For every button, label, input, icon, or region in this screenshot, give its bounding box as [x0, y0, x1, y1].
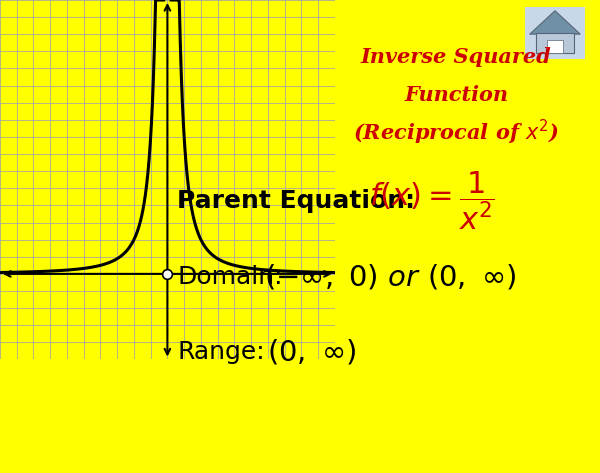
- Text: $f(x) = \dfrac{1}{x^2}$: $f(x) = \dfrac{1}{x^2}$: [369, 170, 495, 232]
- Bar: [547, 40, 563, 53]
- Text: Range:: Range:: [177, 341, 265, 364]
- Text: Domain:: Domain:: [177, 265, 283, 289]
- Polygon shape: [530, 11, 580, 34]
- Text: $(-\infty,\ 0)\ \mathit{or}\ (0,\ \infty)$: $(-\infty,\ 0)\ \mathit{or}\ (0,\ \infty…: [264, 262, 516, 291]
- Text: Function: Function: [404, 85, 508, 105]
- Text: Parent Equation:: Parent Equation:: [177, 189, 415, 213]
- Text: Inverse Squared: Inverse Squared: [361, 47, 551, 67]
- Bar: [0, 274, 335, 359]
- Bar: [536, 33, 574, 53]
- Text: $(0,\ \infty)$: $(0,\ \infty)$: [267, 338, 357, 367]
- Text: (Reciprocal of $x^2$): (Reciprocal of $x^2$): [353, 118, 559, 147]
